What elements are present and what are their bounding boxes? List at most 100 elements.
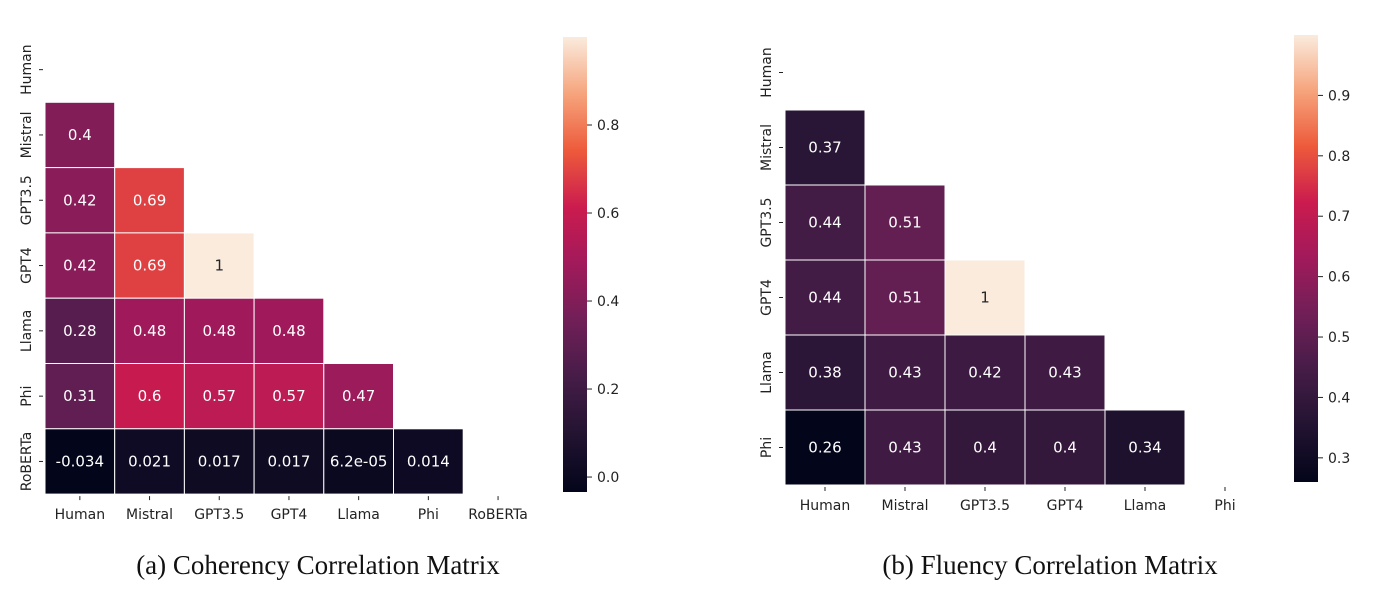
coherency-cell-phi-mistral bbox=[114, 363, 185, 430]
coherency-cell-roberta-human bbox=[44, 428, 116, 495]
fluency-col-label-phi: Phi bbox=[1214, 498, 1235, 514]
coherency-value-label-roberta-llama: 6.2e-05 bbox=[330, 452, 388, 470]
fluency-column-labels: Human Mistral GPT3.5 GPT4 Llama Phi bbox=[800, 487, 1236, 514]
fluency-value-label-phi-mistral: 0.43 bbox=[888, 439, 921, 457]
fluency-colorbar-tick-label: 0.6 bbox=[1328, 270, 1350, 286]
fluency-value-label-gpt4-human: 0.44 bbox=[808, 289, 841, 307]
coherency-value-label-phi-human: 0.31 bbox=[63, 387, 96, 405]
coherency-colorbar-gradient bbox=[563, 37, 587, 492]
coherency-col-label-gpt4: GPT4 bbox=[271, 507, 308, 523]
coherency-value-label-roberta-phi: 0.014 bbox=[407, 452, 450, 470]
fluency-cell-phi-gpt4 bbox=[1024, 409, 1106, 486]
coherency-cell-phi-gpt4 bbox=[253, 363, 325, 430]
coherency-cell-roberta-mistral bbox=[114, 428, 185, 495]
fluency-value-label-gpt3-5-mistral: 0.51 bbox=[888, 214, 921, 232]
fluency-colorbar-tick-label: 0.5 bbox=[1328, 330, 1350, 346]
fluency-cell-mistral-human bbox=[784, 109, 866, 186]
fluency-value-label-phi-human: 0.26 bbox=[808, 439, 841, 457]
fluency-cell-llama-gpt3-5 bbox=[944, 334, 1026, 411]
fluency-col-label-human: Human bbox=[800, 498, 851, 514]
coherency-row-label-gpt4: GPT4 bbox=[19, 247, 35, 284]
coherency-cell-phi-llama bbox=[323, 363, 394, 430]
fluency-value-label-llama-gpt3-5: 0.42 bbox=[968, 364, 1001, 382]
fluency-cells: 0.37 0.44 0.51 0.44 0.51 1 0.38 0.43 0.42 0.43 0.2… bbox=[784, 109, 1186, 486]
fluency-row-label-phi: Phi bbox=[759, 437, 775, 458]
coherency-caption: (a) Coherency Correlation Matrix bbox=[136, 550, 500, 580]
fluency-cell-phi-llama bbox=[1104, 409, 1186, 486]
coherency-row-label-roberta: RoBERTa bbox=[19, 432, 35, 492]
fluency-value-label-llama-gpt4: 0.43 bbox=[1048, 364, 1081, 382]
coherency-cell-mistral-human bbox=[44, 101, 116, 169]
fluency-value-label-gpt3-5-human: 0.44 bbox=[808, 214, 841, 232]
coherency-cell-roberta-gpt3-5 bbox=[183, 428, 255, 495]
fluency-col-label-mistral: Mistral bbox=[882, 498, 929, 514]
coherency-colorbar-tick-label: 0.0 bbox=[597, 470, 619, 486]
fluency-row-label-llama: Llama bbox=[759, 351, 775, 394]
coherency-value-label-roberta-mistral: 0.021 bbox=[128, 452, 171, 470]
coherency-colorbar: 0.8 0.6 0.4 0.2 0.0 bbox=[563, 37, 619, 492]
fluency-row-label-mistral: Mistral bbox=[759, 124, 775, 171]
fluency-row-label-gpt4: GPT4 bbox=[759, 279, 775, 316]
coherency-value-label-gpt3-5-mistral: 0.69 bbox=[133, 191, 166, 209]
fluency-cell-phi-mistral bbox=[864, 409, 946, 486]
coherency-col-label-gpt3-5: GPT3.5 bbox=[194, 507, 244, 523]
coherency-column-labels: Human Mistral GPT3.5 GPT4 Llama Phi RoBERTa bbox=[55, 496, 528, 523]
fluency-colorbar-tick-label: 0.8 bbox=[1328, 149, 1350, 165]
coherency-value-label-llama-gpt3-5: 0.48 bbox=[203, 322, 236, 340]
coherency-col-label-human: Human bbox=[55, 507, 106, 523]
coherency-col-label-phi: Phi bbox=[418, 507, 439, 523]
coherency-heatmap: 0.4 0.42 0.69 0.42 0.69 1 0.28 0.48 0.48 0.48 0.31… bbox=[19, 37, 619, 580]
fluency-value-label-mistral-human: 0.37 bbox=[808, 139, 841, 157]
coherency-colorbar-tick-label: 0.4 bbox=[597, 294, 619, 310]
fluency-cell-gpt3-5-mistral bbox=[864, 184, 946, 261]
coherency-col-label-llama: Llama bbox=[337, 507, 380, 523]
coherency-row-labels: Human Mistral GPT3.5 GPT4 Llama Phi RoBERTa bbox=[19, 44, 43, 491]
coherency-cells: 0.4 0.42 0.69 0.42 0.69 1 0.28 0.48 0.48 0.48 0.31… bbox=[44, 101, 464, 495]
coherency-col-label-mistral: Mistral bbox=[126, 507, 173, 523]
coherency-cell-llama-mistral bbox=[114, 297, 185, 365]
coherency-value-label-llama-gpt4: 0.48 bbox=[272, 322, 305, 340]
coherency-row-label-mistral: Mistral bbox=[19, 111, 35, 158]
fluency-row-label-human: Human bbox=[759, 47, 775, 98]
fluency-value-label-llama-human: 0.38 bbox=[808, 364, 841, 382]
fluency-heatmap: 0.37 0.44 0.51 0.44 0.51 1 0.38 0.43 0.42 0.43 0.2… bbox=[759, 35, 1350, 580]
coherency-value-label-phi-llama: 0.47 bbox=[342, 387, 375, 405]
coherency-value-label-mistral-human: 0.4 bbox=[68, 126, 92, 144]
fluency-colorbar-gradient bbox=[1294, 35, 1318, 482]
coherency-row-label-human: Human bbox=[19, 44, 35, 95]
fluency-value-label-phi-gpt4: 0.4 bbox=[1053, 439, 1077, 457]
coherency-value-label-phi-gpt3-5: 0.57 bbox=[203, 387, 236, 405]
fluency-colorbar: 0.9 0.8 0.7 0.6 0.5 0.4 0.3 bbox=[1294, 35, 1350, 482]
fluency-caption: (b) Fluency Correlation Matrix bbox=[882, 550, 1218, 580]
fluency-value-label-phi-gpt3-5: 0.4 bbox=[973, 439, 997, 457]
coherency-cell-roberta-gpt4 bbox=[253, 428, 325, 495]
coherency-row-label-llama: Llama bbox=[19, 310, 35, 353]
coherency-value-label-phi-mistral: 0.6 bbox=[138, 387, 162, 405]
fluency-cell-phi-human bbox=[784, 409, 866, 486]
fluency-col-label-gpt4: GPT4 bbox=[1047, 498, 1084, 514]
coherency-value-label-gpt4-mistral: 0.69 bbox=[133, 257, 166, 275]
coherency-cell-gpt4-human bbox=[44, 232, 116, 299]
fluency-cell-gpt4-gpt3-5 bbox=[944, 259, 1026, 336]
fluency-value-label-gpt4-mistral: 0.51 bbox=[888, 289, 921, 307]
coherency-colorbar-tick-label: 0.6 bbox=[597, 206, 619, 222]
fluency-colorbar-tick-label: 0.4 bbox=[1328, 390, 1350, 406]
fluency-value-label-gpt4-gpt3-5: 1 bbox=[980, 289, 990, 307]
fluency-col-label-gpt3-5: GPT3.5 bbox=[960, 498, 1010, 514]
coherency-value-label-roberta-gpt4: 0.017 bbox=[267, 452, 310, 470]
coherency-cell-gpt3-5-mistral bbox=[114, 167, 185, 234]
fluency-row-label-gpt3-5: GPT3.5 bbox=[759, 197, 775, 247]
fluency-value-label-llama-mistral: 0.43 bbox=[888, 364, 921, 382]
fluency-cell-gpt3-5-human bbox=[784, 184, 866, 261]
fluency-cell-gpt4-human bbox=[784, 259, 866, 336]
coherency-cell-llama-gpt4 bbox=[253, 297, 325, 365]
fluency-cell-phi-gpt3-5 bbox=[944, 409, 1026, 486]
coherency-cell-gpt4-gpt3-5 bbox=[183, 232, 255, 299]
coherency-row-label-gpt3-5: GPT3.5 bbox=[19, 175, 35, 225]
fluency-cell-llama-mistral bbox=[864, 334, 946, 411]
coherency-value-label-gpt4-gpt3-5: 1 bbox=[214, 257, 224, 275]
fluency-cell-llama-gpt4 bbox=[1024, 334, 1106, 411]
fluency-value-label-phi-llama: 0.34 bbox=[1128, 439, 1161, 457]
coherency-value-label-roberta-human: -0.034 bbox=[56, 452, 104, 470]
